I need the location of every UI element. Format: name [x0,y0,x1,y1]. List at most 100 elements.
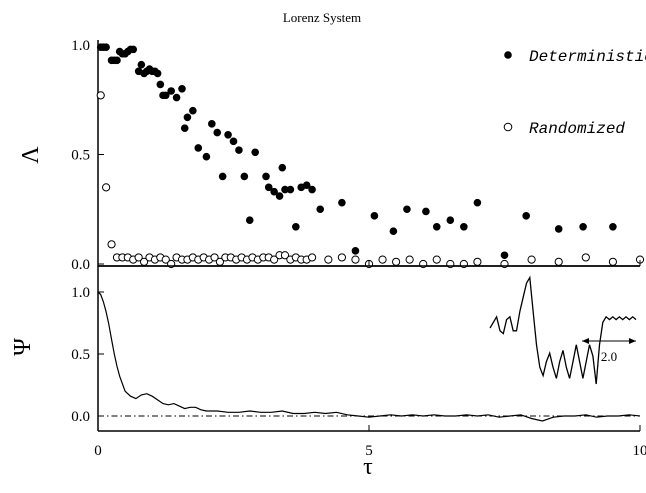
top-y-tick-label: 1.0 [71,38,90,54]
deterministic-point [316,205,325,214]
randomized-point [473,257,482,266]
randomized-point [581,253,590,262]
deterministic-point [281,185,289,194]
deterministic-point [240,172,249,181]
deterministic-point [208,120,216,128]
deterministic-point [351,247,360,255]
inset-scale-arrow [582,338,636,344]
deterministic-point [224,130,232,139]
panel-psi: Ψ 0.0 0.5 1.0 0 5 10 τ 2.0 [10,260,646,480]
deterministic-point [338,198,346,207]
randomized-point [96,91,105,100]
top-y-tick-label: 0.0 [71,257,90,273]
randomized-point [107,240,116,249]
randomized-point [392,257,401,266]
randomized-point [432,255,441,264]
deterministic-point [432,222,441,231]
randomized-point [161,255,170,264]
deterministic-point [202,152,211,161]
deterministic-point [500,251,509,260]
deterministic-point [161,91,170,100]
randomized-point [351,255,360,264]
legend-deterministic-marker [504,51,512,59]
deterministic-point [194,144,203,152]
deterministic-point [460,222,468,231]
panel-lambda: Λ 0.0 0.5 1.0 Deterministic Randomized [18,38,646,273]
deterministic-point [286,185,295,194]
deterministic-point [178,85,186,93]
inset: 2.0 [489,275,637,385]
deterministic-point [129,45,138,54]
deterministic-point [262,172,270,181]
randomized-point [608,257,618,266]
psi-line [97,291,641,422]
randomized-point [102,183,111,192]
randomized-point [270,255,279,264]
x-ticks: 0 5 10 [94,260,646,459]
deterministic-point [251,148,259,157]
randomized-point [554,257,563,266]
deterministic-point [609,222,617,231]
legend-randomized-label: Randomized [529,120,625,138]
top-points [96,43,645,269]
x-tick-label: 5 [365,443,373,459]
inset-scale-label: 2.0 [601,349,617,364]
deterministic-point [102,43,110,51]
deterministic-point [167,87,175,95]
deterministic-point [370,212,379,220]
deterministic-point [275,192,284,200]
bottom-y-ticks: 0.0 0.5 1.0 [71,285,104,425]
deterministic-point [172,93,181,102]
chart-title: Lorenz System [283,10,361,25]
randomized-point [307,253,317,262]
bottom-y-label: Ψ [10,338,36,356]
randomized-point [210,253,219,262]
deterministic-point [213,128,222,137]
top-y-label: Λ [18,146,44,164]
deterministic-point [270,187,278,196]
deterministic-point [137,60,146,69]
legend: Deterministic Randomized [503,48,646,138]
deterministic-point [389,227,398,235]
deterministic-point [264,183,273,192]
bottom-y-tick-label: 1.0 [71,285,90,301]
deterministic-point [245,216,254,224]
top-y-ticks: 0.0 0.5 1.0 [71,38,104,273]
randomized-point [337,253,346,262]
deterministic-point [446,216,455,224]
top-y-tick-label: 0.5 [71,148,90,164]
deterministic-point [183,113,192,122]
bottom-y-tick-label: 0.5 [71,347,90,363]
deterministic-point [235,146,243,154]
deterministic-point [180,124,189,133]
inset-trace [489,275,637,385]
deterministic-point [229,137,238,146]
deterministic-point [473,198,482,207]
deterministic-point [522,212,530,220]
randomized-point [134,253,143,262]
x-axis-label: τ [363,454,373,480]
deterministic-point [422,207,430,216]
randomized-point [280,251,290,260]
deterministic-point [554,225,563,233]
deterministic-point [579,222,587,231]
deterministic-point [153,69,162,78]
randomized-point [378,255,387,264]
bottom-y-tick-label: 0.0 [71,409,90,425]
deterministic-point [278,163,287,172]
randomized-point [405,255,414,264]
deterministic-point [218,172,227,181]
deterministic-point [308,185,316,194]
deterministic-point [189,106,197,115]
randomized-point [527,255,536,264]
deterministic-point [302,181,311,189]
randomized-point [324,255,333,264]
legend-deterministic-label: Deterministic [529,48,646,66]
deterministic-point [403,205,411,214]
x-tick-label: 10 [633,443,646,459]
deterministic-point [292,222,300,231]
x-tick-label: 0 [94,443,102,459]
deterministic-point [113,56,121,65]
deterministic-point [156,80,165,89]
